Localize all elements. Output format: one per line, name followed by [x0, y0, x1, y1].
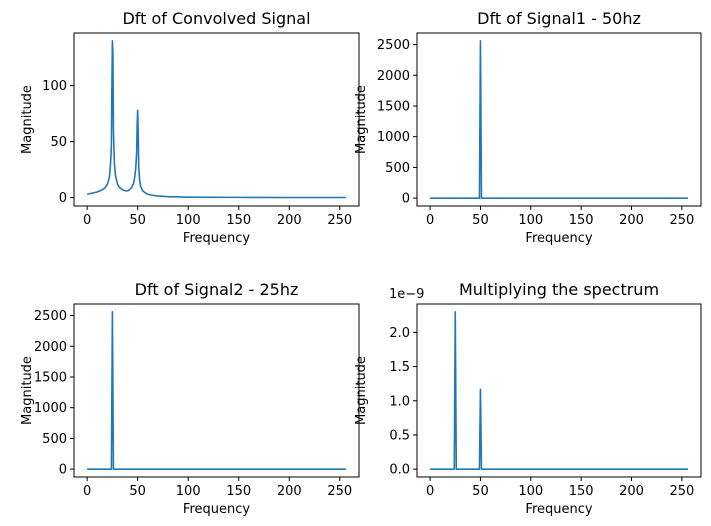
- x-tick-label: 50: [129, 484, 146, 499]
- y-tick-label: 1000: [34, 401, 67, 416]
- x-tick-label: 200: [277, 484, 302, 499]
- x-tick-label: 100: [176, 213, 201, 228]
- y-tick-label: 1500: [377, 99, 410, 114]
- y-tick-label: 1.5: [389, 360, 410, 375]
- plot-frame: [416, 303, 702, 478]
- chart-title: Dft of Convolved Signal: [122, 9, 310, 28]
- y-axis-label: Magnitude: [354, 356, 369, 425]
- y-tick-label: 1.0: [389, 394, 410, 409]
- x-tick-label: 200: [619, 213, 644, 228]
- y-tick-label: 2000: [34, 340, 67, 355]
- x-tick-label: 0: [426, 213, 434, 228]
- x-tick-label: 250: [327, 484, 352, 499]
- x-tick-label: 250: [669, 213, 694, 228]
- y-tick-label: 50: [50, 135, 67, 150]
- series-line-1-1: [86, 40, 346, 199]
- x-tick-label: 250: [327, 213, 352, 228]
- y-axis-label: Magnitude: [354, 85, 369, 154]
- chart-title: Dft of Signal1 - 50hz: [477, 9, 641, 28]
- subplot-4: 0 50 100 150 200 250 0.0 0.5 1.0 1.5 2.0 Multiplyin…: [354, 280, 702, 517]
- chart-title: Dft of Signal2 - 25hz: [135, 280, 299, 299]
- x-tick-label: 100: [176, 484, 201, 499]
- x-tick-label: 50: [129, 213, 146, 228]
- x-tick-label: 150: [569, 484, 594, 499]
- y-axis-label: Magnitude: [20, 356, 35, 425]
- chart-title: Multiplying the spectrum: [459, 280, 659, 299]
- x-tick-label: 0: [83, 213, 91, 228]
- x-tick-label: 200: [619, 484, 644, 499]
- y-tick-label: 0.5: [389, 428, 410, 443]
- x-tick-label: 100: [518, 213, 543, 228]
- x-tick-label: 50: [472, 213, 489, 228]
- plot-frame: [73, 32, 360, 207]
- y-tick-label: 500: [42, 432, 67, 447]
- x-tick-label: 200: [277, 213, 302, 228]
- x-axis-label: Frequency: [525, 231, 592, 246]
- y-tick-label: 2500: [34, 309, 67, 324]
- subplot-1: 0 50 100 150 200 250 0 50 100 Dft of Convolved Si…: [20, 9, 360, 246]
- series-line-4-1: [430, 311, 688, 470]
- y-tick-label: 2500: [377, 38, 410, 53]
- y-tick-label: 0: [59, 191, 67, 206]
- y-tick-label: 2000: [377, 69, 410, 84]
- y-tick-label: 1000: [377, 130, 410, 145]
- series-line-2-1: [430, 40, 688, 199]
- plot-frame: [73, 303, 360, 478]
- y-tick-label: 100: [42, 79, 67, 94]
- y-tick-label: 0.0: [389, 463, 410, 478]
- x-axis-label: Frequency: [183, 502, 250, 517]
- x-tick-label: 250: [669, 484, 694, 499]
- x-tick-label: 150: [226, 484, 251, 499]
- y-tick-label: 2.0: [389, 326, 410, 341]
- series-line-3-1: [87, 311, 346, 470]
- y-tick-label: 500: [385, 161, 410, 176]
- x-axis-label: Frequency: [183, 231, 250, 246]
- x-tick-label: 0: [426, 484, 434, 499]
- x-tick-label: 50: [472, 484, 489, 499]
- x-tick-label: 100: [518, 484, 543, 499]
- x-tick-label: 150: [226, 213, 251, 228]
- x-tick-label: 0: [83, 484, 91, 499]
- y-tick-label: 0: [59, 463, 67, 478]
- plot-frame: [416, 32, 702, 207]
- y-axis-offset-text: 1e−9: [389, 287, 424, 302]
- y-tick-label: 1500: [34, 370, 67, 385]
- x-axis-label: Frequency: [525, 502, 592, 517]
- y-axis-label: Magnitude: [20, 85, 35, 154]
- y-tick-label: 0: [402, 192, 410, 207]
- x-tick-label: 150: [569, 213, 594, 228]
